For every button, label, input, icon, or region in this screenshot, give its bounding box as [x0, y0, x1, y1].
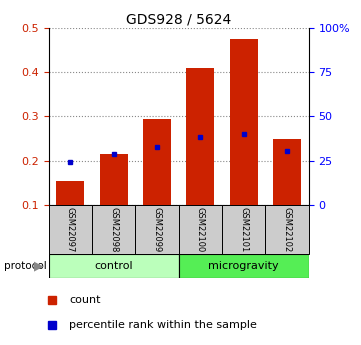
- Bar: [56, 181, 84, 205]
- Text: protocol: protocol: [4, 261, 46, 270]
- Text: microgravity: microgravity: [208, 261, 279, 270]
- Bar: [135, 205, 179, 254]
- Bar: [230, 39, 258, 205]
- Bar: [179, 254, 309, 278]
- Bar: [49, 254, 179, 278]
- Bar: [49, 205, 92, 254]
- Bar: [273, 139, 301, 205]
- Text: control: control: [95, 261, 133, 270]
- Bar: [186, 68, 214, 205]
- Text: percentile rank within the sample: percentile rank within the sample: [69, 320, 257, 330]
- Bar: [100, 154, 128, 205]
- Text: GSM22100: GSM22100: [196, 207, 205, 252]
- Bar: [222, 205, 265, 254]
- Text: GSM22099: GSM22099: [153, 207, 161, 252]
- Text: GSM22097: GSM22097: [66, 207, 75, 252]
- Bar: [143, 119, 171, 205]
- Bar: [179, 205, 222, 254]
- Text: ▶: ▶: [34, 259, 44, 272]
- Text: count: count: [69, 295, 100, 305]
- Bar: [92, 205, 135, 254]
- Text: GSM22101: GSM22101: [239, 207, 248, 252]
- Text: GSM22098: GSM22098: [109, 207, 118, 252]
- Bar: [265, 205, 309, 254]
- Title: GDS928 / 5624: GDS928 / 5624: [126, 12, 231, 27]
- Text: GSM22102: GSM22102: [283, 207, 291, 252]
